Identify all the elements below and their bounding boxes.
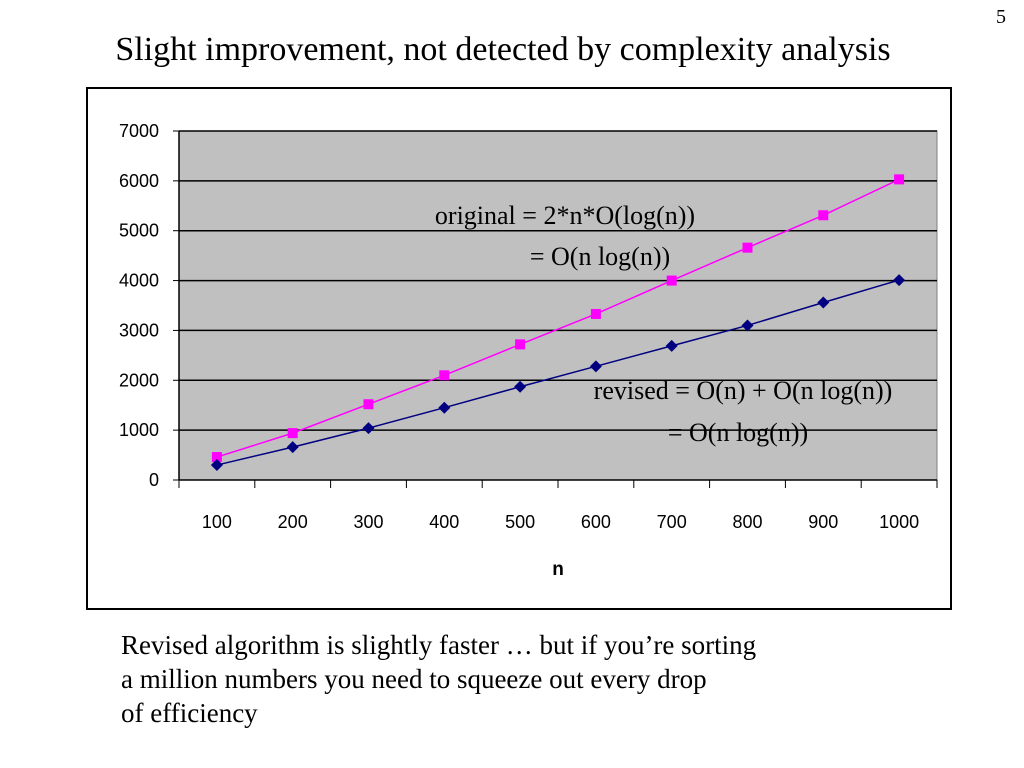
data-point-original: [287, 428, 298, 439]
slide-number: 5: [996, 6, 1006, 28]
annotation-original-line-1: original = 2*n*O(log(n)): [435, 201, 695, 230]
x-tick-label: 500: [505, 512, 535, 532]
data-point-original: [439, 370, 450, 381]
body-line-2: a million numbers you need to squeeze ou…: [121, 664, 707, 694]
x-tick-label: 100: [202, 512, 232, 532]
y-tick-label: 4000: [119, 271, 159, 291]
body-line-3: of efficiency: [121, 698, 258, 728]
y-tick-label: 3000: [119, 320, 159, 340]
data-point-revised: [817, 296, 830, 309]
annotation-revised-line-1: revised = O(n) + O(n log(n)): [594, 376, 893, 405]
y-tick-label: 1000: [119, 420, 159, 440]
slide-title: Slight improvement, not detected by comp…: [115, 31, 891, 68]
y-tick-label: 5000: [119, 221, 159, 241]
data-point-revised: [286, 441, 299, 454]
data-point-revised: [665, 339, 678, 352]
data-point-revised: [438, 401, 451, 414]
data-point-revised: [589, 360, 602, 373]
y-tick-label: 7000: [119, 121, 159, 141]
data-point-revised: [210, 459, 223, 472]
data-point-original: [818, 210, 829, 221]
x-tick-label: 700: [657, 512, 687, 532]
series-original: [211, 174, 905, 463]
series-revised: [210, 274, 906, 472]
y-tick-label: 2000: [119, 370, 159, 390]
data-point-original: [666, 275, 677, 286]
data-point-revised: [893, 274, 906, 287]
y-tick-label: 0: [149, 470, 159, 490]
x-axis-label: n: [552, 559, 564, 580]
plot-area: [178, 130, 938, 481]
x-tick-label: 900: [808, 512, 838, 532]
data-point-original: [742, 242, 753, 253]
data-point-revised: [514, 380, 527, 393]
x-tick-label: 200: [278, 512, 308, 532]
x-tick-label: 400: [429, 512, 459, 532]
data-point-revised: [362, 422, 375, 435]
annotation-original-line-2: = O(n log(n)): [530, 242, 670, 271]
data-point-original: [363, 399, 374, 410]
x-tick-label: 1000: [879, 512, 919, 532]
data-point-original: [211, 452, 222, 463]
x-tick-label: 300: [353, 512, 383, 532]
annotation-revised-line-2: = O(n log(n)): [668, 418, 808, 447]
x-tick-label: 600: [581, 512, 611, 532]
body-line-1: Revised algorithm is slightly faster … b…: [121, 630, 757, 660]
data-point-original: [515, 339, 526, 350]
x-tick-label: 800: [732, 512, 762, 532]
y-tick-label: 6000: [119, 171, 159, 191]
data-point-revised: [741, 319, 754, 332]
series-line-revised: [216, 279, 900, 466]
series-line-original: [216, 178, 900, 458]
data-point-original: [590, 308, 601, 319]
data-point-original: [894, 174, 905, 185]
body-text: Revised algorithm is slightly faster … b…: [121, 628, 941, 730]
